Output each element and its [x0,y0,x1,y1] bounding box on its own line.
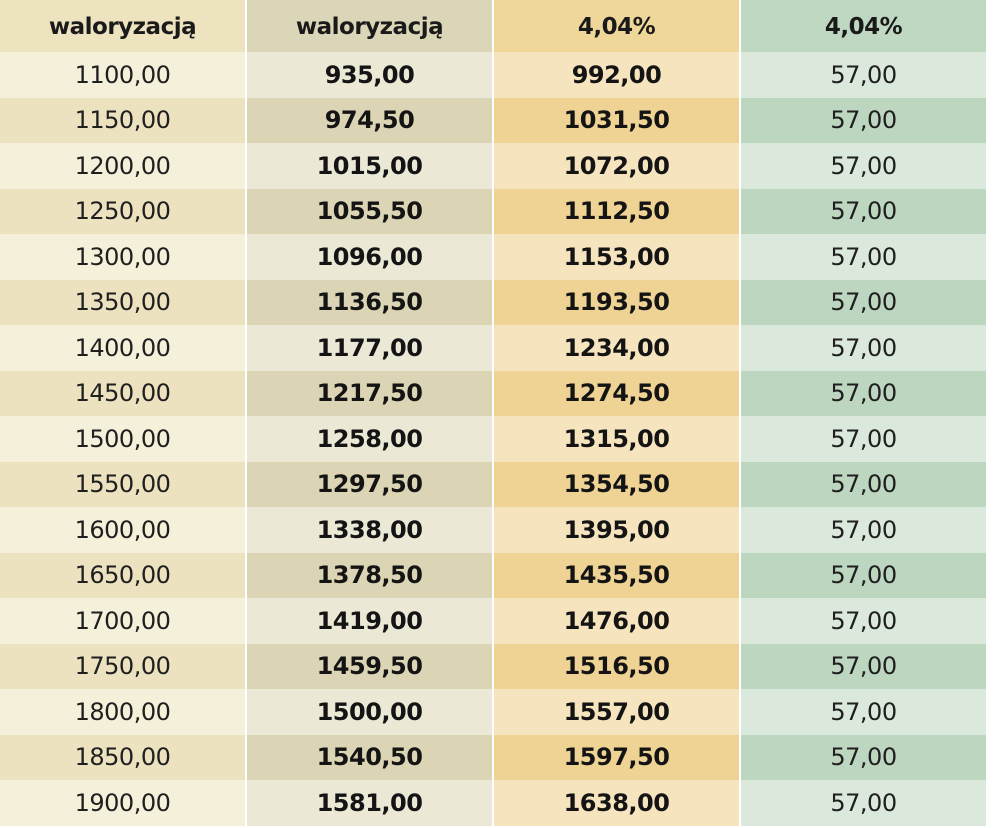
table-cell: 1258,00 [247,416,492,462]
table-cell: 1419,00 [247,598,492,644]
column-3-cells: 992,00 1031,50 1072,00 1112,50 1153,00 1193,5… [494,52,739,826]
table-cell: 57,00 [741,643,986,689]
column-3: 4,04% 992,00 1031,50 1072,00 1112,50 1153,00… [494,0,739,828]
column-4-header: 4,04% [741,0,986,52]
table-cell: 1557,00 [494,689,739,735]
table-cell: 1274,50 [494,370,739,416]
table-cell: 57,00 [741,370,986,416]
column-1-cells: 1100,00 1150,00 1200,00 1250,00 1300,00 1350,… [0,52,245,826]
column-1: waloryzacją 1100,00 1150,00 1200,00 1250,00… [0,0,245,828]
column-2-header: waloryzacją [247,0,492,52]
table-cell: 57,00 [741,143,986,189]
table-cell: 1700,00 [0,598,245,644]
table-cell: 1900,00 [0,780,245,826]
column-4-header-label: 4,04% [824,14,903,40]
table-cell: 57,00 [741,279,986,325]
table-cell: 1153,00 [494,234,739,280]
table-cell: 57,00 [741,52,986,98]
table-cell: 1112,50 [494,188,739,234]
table-cell: 1136,50 [247,279,492,325]
column-2-cells: 935,00 974,50 1015,00 1055,50 1096,00 1136,50… [247,52,492,826]
column-2: waloryzacją 935,00 974,50 1015,00 1055,50 10… [247,0,492,828]
table-cell: 57,00 [741,734,986,780]
table-cell: 1500,00 [0,416,245,462]
table-cell: 1435,50 [494,552,739,598]
table-cell: 1516,50 [494,643,739,689]
table-cell: 1600,00 [0,507,245,553]
table-cell: 1540,50 [247,734,492,780]
table-cell: 57,00 [741,780,986,826]
table-cell: 1055,50 [247,188,492,234]
table-cell: 57,00 [741,188,986,234]
table-cell: 1354,50 [494,461,739,507]
table-cell: 1597,50 [494,734,739,780]
column-3-header-label: 4,04% [577,14,656,40]
table-cell: 57,00 [741,325,986,371]
table-cell: 1300,00 [0,234,245,280]
table-cell: 1500,00 [247,689,492,735]
table-cell: 992,00 [494,52,739,98]
table-cell: 1200,00 [0,143,245,189]
table-cell: 1476,00 [494,598,739,644]
column-1-header: waloryzacją [0,0,245,52]
table-cell: 1395,00 [494,507,739,553]
column-4-cells: 57,00 57,00 57,00 57,00 57,00 57,00 57,00 57,00… [741,52,986,826]
table-cell: 1100,00 [0,52,245,98]
table-cell: 1193,50 [494,279,739,325]
table-cell: 1638,00 [494,780,739,826]
table-cell: 1850,00 [0,734,245,780]
table-cell: 1015,00 [247,143,492,189]
table-cell: 1297,50 [247,461,492,507]
column-3-header: 4,04% [494,0,739,52]
table-cell: 935,00 [247,52,492,98]
table-cell: 57,00 [741,507,986,553]
table-cell: 1217,50 [247,370,492,416]
table-cell: 57,00 [741,416,986,462]
table-cell: 57,00 [741,97,986,143]
table-cell: 57,00 [741,461,986,507]
table-cell: 1031,50 [494,97,739,143]
table-cell: 1450,00 [0,370,245,416]
table-cell: 1250,00 [0,188,245,234]
table-cell: 1650,00 [0,552,245,598]
table-cell: 57,00 [741,552,986,598]
table-cell: 974,50 [247,97,492,143]
table-cell: 1750,00 [0,643,245,689]
table-cell: 1459,50 [247,643,492,689]
column-1-header-label: waloryzacją [48,14,197,40]
column-4: 4,04% 57,00 57,00 57,00 57,00 57,00 57,00 57,0… [741,0,986,828]
table-cell: 57,00 [741,234,986,280]
table-cell: 1400,00 [0,325,245,371]
table-cell: 1550,00 [0,461,245,507]
table-cell: 1096,00 [247,234,492,280]
table-cell: 1800,00 [0,689,245,735]
table-cell: 1581,00 [247,780,492,826]
table-cell: 57,00 [741,598,986,644]
table-cell: 1315,00 [494,416,739,462]
table-cell: 1338,00 [247,507,492,553]
column-2-header-label: waloryzacją [295,14,444,40]
table-cell: 57,00 [741,689,986,735]
table-cell: 1378,50 [247,552,492,598]
table-cell: 1150,00 [0,97,245,143]
table-cell: 1177,00 [247,325,492,371]
table-cell: 1072,00 [494,143,739,189]
table-cell: 1234,00 [494,325,739,371]
table-cell: 1350,00 [0,279,245,325]
